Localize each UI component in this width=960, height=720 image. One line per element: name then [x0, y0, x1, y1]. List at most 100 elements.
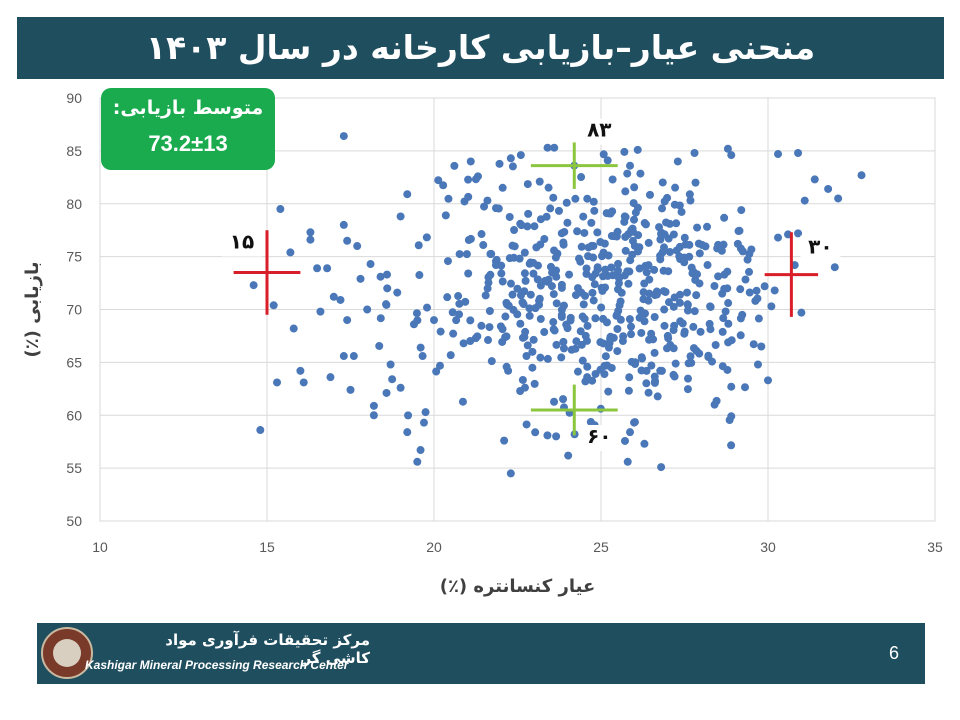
data-point	[593, 228, 602, 237]
data-point	[760, 282, 769, 291]
data-point	[695, 249, 704, 258]
data-point	[613, 324, 622, 333]
data-point	[664, 267, 673, 276]
data-point	[597, 252, 606, 261]
data-point	[421, 408, 430, 417]
data-point	[638, 354, 647, 363]
data-point	[647, 329, 656, 338]
data-point	[450, 161, 459, 170]
data-point	[834, 194, 843, 203]
data-point	[599, 150, 608, 159]
data-point	[382, 388, 391, 397]
data-point	[628, 236, 637, 245]
data-point	[306, 228, 315, 237]
data-point	[564, 451, 573, 460]
annotation-bg	[579, 424, 620, 451]
data-point	[604, 387, 613, 396]
data-point	[498, 183, 507, 192]
data-point	[576, 327, 585, 336]
data-point	[794, 229, 803, 238]
data-point	[657, 228, 666, 237]
data-point	[483, 284, 492, 293]
data-point	[552, 432, 561, 441]
data-point	[683, 300, 692, 309]
data-point	[727, 382, 736, 391]
data-point	[376, 272, 385, 281]
footer-bar: مرکز تحقیقات فرآوری مواد کاشی گر Kashiga…	[37, 623, 925, 684]
data-point	[690, 307, 699, 316]
data-point	[627, 330, 636, 339]
data-point	[455, 299, 464, 308]
data-point	[736, 314, 745, 323]
data-point	[413, 457, 422, 466]
data-point	[383, 270, 392, 279]
data-point	[522, 420, 531, 429]
data-point	[639, 295, 648, 304]
data-point	[604, 343, 613, 352]
data-point	[664, 334, 673, 343]
data-point	[683, 288, 692, 297]
data-point	[506, 154, 515, 163]
data-point	[596, 365, 605, 374]
data-point	[443, 293, 452, 302]
data-point	[404, 411, 413, 420]
data-point	[296, 366, 305, 375]
data-point	[573, 367, 582, 376]
data-point	[657, 463, 666, 472]
data-point	[797, 308, 806, 317]
data-point	[583, 373, 592, 382]
data-point	[736, 285, 745, 294]
data-point	[471, 175, 480, 184]
data-point	[678, 319, 687, 328]
data-point	[356, 274, 365, 283]
data-point	[299, 378, 308, 387]
data-point	[661, 287, 670, 296]
data-point	[466, 157, 475, 166]
y-tick-label: 55	[66, 460, 82, 476]
data-point	[724, 319, 733, 328]
data-point	[587, 218, 596, 227]
data-point	[672, 219, 681, 228]
data-point	[540, 328, 549, 337]
data-point	[464, 269, 473, 278]
data-point	[549, 325, 558, 334]
data-point	[692, 291, 701, 300]
data-point	[690, 148, 699, 157]
data-point	[516, 219, 525, 228]
data-point	[624, 386, 633, 395]
data-point	[329, 292, 338, 301]
data-point	[857, 171, 866, 180]
data-point	[650, 312, 659, 321]
data-point	[774, 150, 783, 159]
data-point	[313, 264, 322, 273]
data-point	[671, 183, 680, 192]
data-point	[432, 367, 441, 376]
data-point	[693, 223, 702, 232]
data-point	[696, 327, 705, 336]
data-point	[536, 215, 545, 224]
data-point	[422, 233, 431, 242]
data-point	[326, 373, 335, 382]
annotation-bg	[800, 235, 841, 262]
x-tick-label: 20	[426, 539, 442, 555]
data-point	[712, 396, 721, 405]
data-point	[416, 343, 425, 352]
data-point	[375, 341, 384, 350]
data-point	[557, 305, 566, 314]
data-point	[554, 206, 563, 215]
data-point	[473, 332, 482, 341]
data-point	[719, 314, 728, 323]
data-point	[418, 352, 427, 361]
data-point	[464, 192, 473, 201]
data-point	[600, 239, 609, 248]
data-point	[660, 243, 669, 252]
data-point	[504, 301, 513, 310]
data-point	[393, 288, 402, 297]
data-point	[727, 441, 736, 450]
data-point	[673, 157, 682, 166]
data-point	[608, 175, 617, 184]
data-point	[706, 302, 715, 311]
data-point	[583, 321, 592, 330]
data-point	[579, 212, 588, 221]
y-tick-label: 75	[66, 249, 82, 265]
